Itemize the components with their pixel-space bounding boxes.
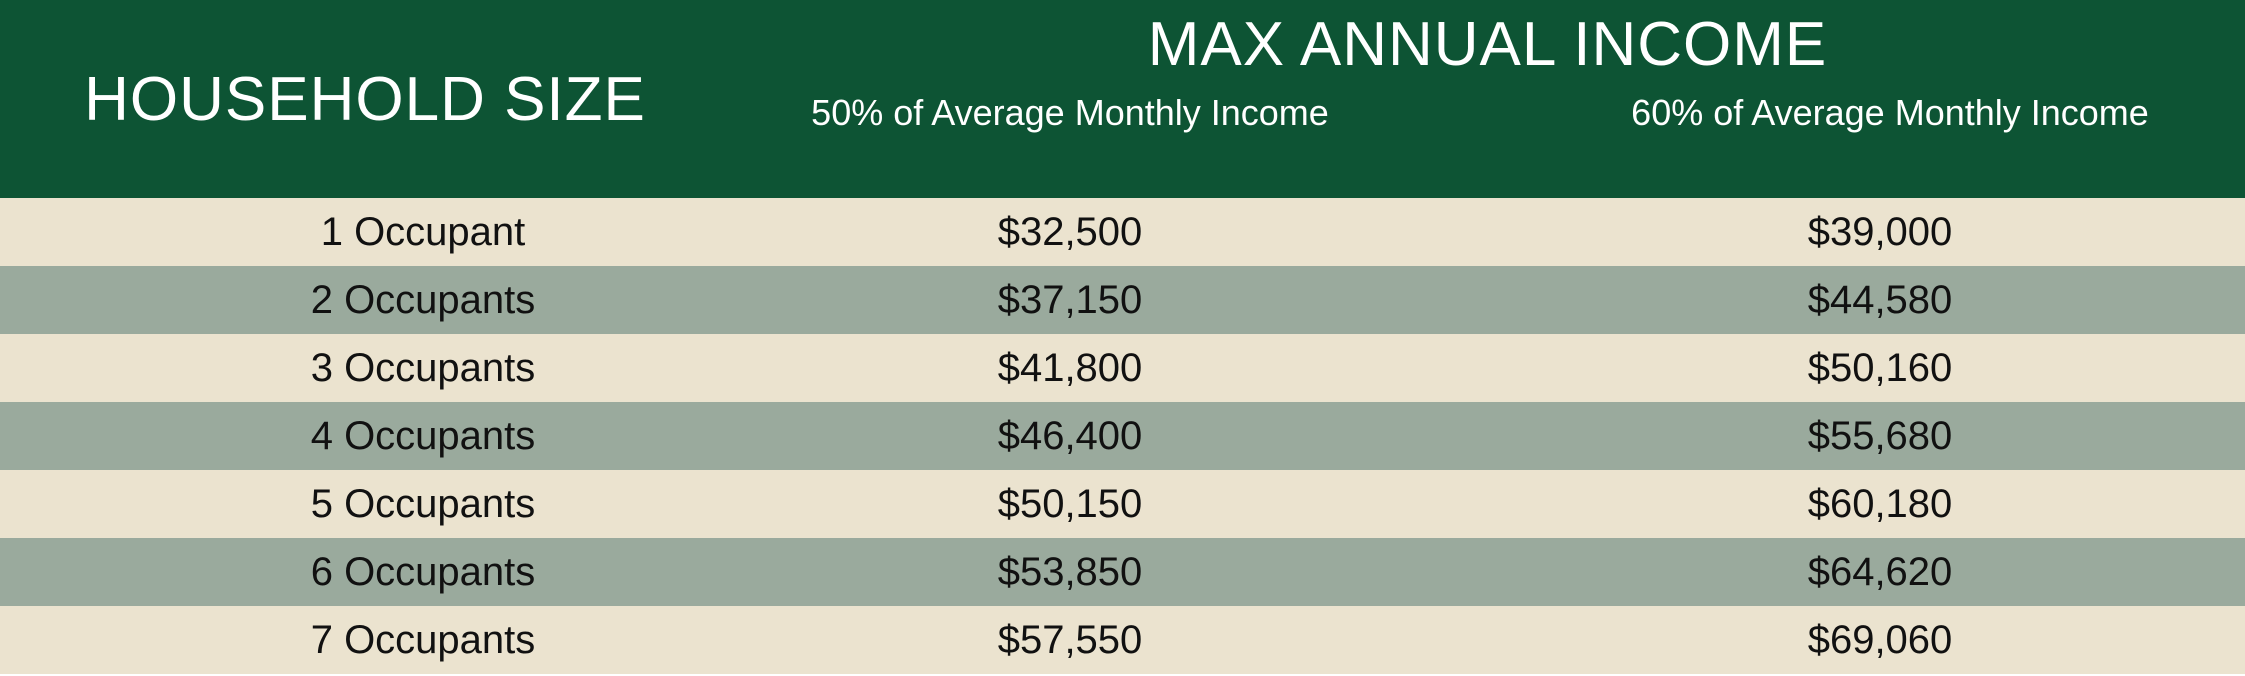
household-size-cell: 7 Occupants	[310, 617, 536, 662]
household-size-cell: 1 Occupant	[320, 209, 526, 254]
table-row: 2 Occupants $37,150 $44,580	[0, 266, 2245, 334]
income-60-cell: $55,680	[1807, 413, 1953, 458]
max-annual-income-header: MAX ANNUAL INCOME	[1147, 10, 1828, 79]
income-60-cell: $39,000	[1807, 209, 1953, 254]
column-header-50-percent: 50% of Average Monthly Income	[811, 92, 1329, 133]
household-size-cell: 5 Occupants	[310, 481, 536, 526]
table-body: 1 Occupant $32,500 $39,000 2 Occupants $…	[0, 198, 2245, 674]
table-row: 1 Occupant $32,500 $39,000	[0, 198, 2245, 266]
income-60-cell: $44,580	[1807, 277, 1953, 322]
income-50-cell: $32,500	[997, 209, 1143, 254]
table-row: 3 Occupants $41,800 $50,160	[0, 334, 2245, 402]
income-50-cell: $53,850	[997, 549, 1143, 594]
column-header-60-percent: 60% of Average Monthly Income	[1631, 92, 2149, 133]
income-50-cell: $57,550	[997, 617, 1143, 662]
household-size-cell: 2 Occupants	[310, 277, 536, 322]
income-50-cell: $50,150	[997, 481, 1143, 526]
table-row: 6 Occupants $53,850 $64,620	[0, 538, 2245, 606]
household-size-cell: 6 Occupants	[310, 549, 536, 594]
household-size-header: HOUSEHOLD SIZE	[84, 64, 646, 134]
income-60-cell: $69,060	[1807, 617, 1953, 662]
income-50-cell: $37,150	[997, 277, 1143, 322]
income-60-cell: $50,160	[1807, 345, 1953, 390]
income-60-cell: $64,620	[1807, 549, 1953, 594]
income-50-cell: $46,400	[997, 413, 1143, 458]
household-size-cell: 4 Occupants	[310, 413, 536, 458]
table-row: 5 Occupants $50,150 $60,180	[0, 470, 2245, 538]
household-size-cell: 3 Occupants	[310, 345, 536, 390]
income-60-cell: $60,180	[1807, 481, 1953, 526]
table-row: 4 Occupants $46,400 $55,680	[0, 402, 2245, 470]
table-header: HOUSEHOLD SIZE MAX ANNUAL INCOME 50% of …	[0, 0, 2245, 198]
table-row: 7 Occupants $57,550 $69,060	[0, 606, 2245, 674]
income-50-cell: $41,800	[997, 345, 1143, 390]
